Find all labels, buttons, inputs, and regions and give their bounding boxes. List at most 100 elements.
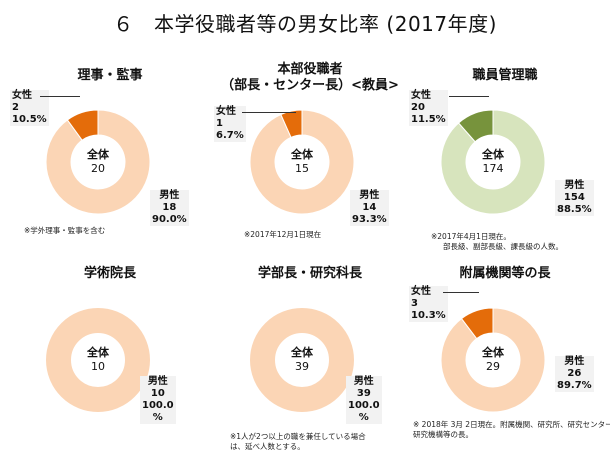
center-label: 全体: [291, 346, 313, 359]
label-line: 88.5%: [557, 204, 592, 215]
label-line: 男性: [353, 376, 374, 387]
slice-female: [457, 109, 494, 143]
chart-title: 本部役職者 （部長・センター長）<教員>: [210, 62, 410, 94]
slice-male: [440, 109, 546, 215]
label-line: 女性: [216, 106, 236, 117]
label-line: 女性: [411, 286, 431, 297]
donut-chart: [250, 308, 354, 412]
chart-title-line: 本部役職者: [277, 62, 343, 77]
chart-note: ※2017年4月1日現在。 部長級、副部長級、課長級の人数。: [431, 232, 563, 252]
note-line: ※学外理事・監事を含む: [24, 226, 106, 235]
slice-male: [250, 308, 354, 412]
male-data-label: 男性 26 89.7%: [555, 356, 594, 392]
male-data-label: 男性 10 100.0%: [140, 376, 176, 424]
center-label: 全体: [291, 148, 313, 161]
label-line: 1: [216, 118, 223, 129]
male-data-label: 男性 18 90.0%: [150, 190, 189, 226]
center-count: 29: [486, 360, 500, 373]
label-line: 14: [362, 202, 377, 213]
label-line: 10.3%: [411, 310, 446, 321]
chart-title-line: 学部長・研究科長: [257, 266, 362, 281]
center-count: 20: [91, 162, 105, 175]
center-count: 15: [295, 162, 309, 175]
donut-chart: [45, 109, 151, 215]
chart-title-line: 理事・監事: [77, 68, 143, 83]
chart-title: 学部長・研究科長: [210, 266, 410, 282]
male-data-label: 男性 154 88.5%: [555, 180, 594, 216]
chart-note: ※ 2018年 3月 2日現在。附属機関、研究所、研究センター、 研究機構等の長。: [413, 420, 610, 440]
leader-line: [443, 292, 479, 293]
center-count: 174: [482, 162, 504, 175]
label-line: 10.5%: [12, 114, 47, 125]
label-line: 89.7%: [557, 380, 592, 391]
label-line: 100.0: [142, 400, 174, 411]
center-label: 全体: [482, 346, 504, 359]
chart-title-line: 学術院長: [83, 266, 136, 281]
note-line: ※2017年12月1日現在: [244, 230, 322, 239]
slice-female: [66, 109, 99, 141]
label-line: 26: [567, 368, 582, 379]
slice-female: [460, 307, 494, 340]
chart-title-line: （部長・センター長）<教員>: [221, 78, 399, 93]
donut-panel: 附属機関等の長全体 29 女性 3 10.3% 男性 26 89.7% ※ 2018年 3月 2…: [405, 262, 610, 472]
label-line: 154: [563, 192, 585, 203]
label-line: 6.7%: [216, 130, 244, 141]
donut-panel: 学部長・研究科長全体 39 男性 39 100.0% ※1人が2つ以上の職を兼任している場…: [210, 262, 410, 472]
center-label: 全体: [87, 346, 109, 359]
leader-line: [242, 112, 296, 113]
female-data-label: 女性 3 10.3%: [409, 286, 448, 322]
donut-chart: [440, 109, 546, 215]
center-total: 全体 20: [68, 148, 128, 176]
chart-note: ※1人が2つ以上の職を兼任している場合 は、延べ人数とする。: [230, 432, 366, 452]
chart-title: 職員管理職: [405, 68, 605, 84]
page-title: ６ 本学役職者等の男女比率 (2017年度): [113, 12, 497, 36]
female-data-label: 女性 1 6.7%: [214, 106, 246, 142]
slice-male: [46, 308, 150, 412]
center-total: 全体 29: [463, 346, 523, 374]
donut-panel: 学術院長 全体 10 男性 10 100.0%: [10, 262, 210, 472]
chart-title: 学術院長: [10, 266, 210, 282]
label-line: 18: [162, 202, 177, 213]
slice-male: [249, 109, 355, 215]
chart-title: 附属機関等の長: [405, 266, 605, 282]
label-line: 男性: [564, 180, 585, 191]
chart-note: ※2017年12月1日現在: [244, 230, 321, 240]
donut-chart: [249, 109, 355, 215]
chart-title: 理事・監事: [10, 68, 210, 84]
label-line: 男性: [564, 356, 585, 367]
center-total: 全体 39: [272, 346, 332, 374]
center-total: 全体 174: [463, 148, 523, 176]
center-label: 全体: [87, 148, 109, 161]
label-line: 93.3%: [352, 214, 387, 225]
label-line: 11.5%: [411, 114, 446, 125]
label-line: 2: [12, 102, 19, 113]
note-line: ※1人が2つ以上の職を兼任している場合: [230, 432, 366, 441]
center-label: 全体: [482, 148, 504, 161]
label-line: %: [152, 412, 163, 423]
label-line: 男性: [159, 190, 180, 201]
leader-line: [40, 96, 80, 97]
label-line: 男性: [359, 190, 380, 201]
note-line: 研究機構等の長。: [413, 430, 473, 439]
label-line: 女性: [12, 90, 32, 101]
slice-male: [45, 109, 151, 215]
note-line: 部長級、副部長級、課長級の人数。: [443, 242, 563, 251]
donut-panel: 理事・監事全体 20 女性 2 10.5% 男性 18 90.0% ※学外理事・監事を含む: [10, 62, 210, 272]
label-line: 100.0: [348, 400, 380, 411]
leader-line: [449, 96, 489, 97]
label-line: 女性: [411, 90, 431, 101]
label-line: 3: [411, 298, 418, 309]
label-line: 39: [356, 388, 371, 399]
label-line: 10: [150, 388, 165, 399]
female-data-label: 女性 20 11.5%: [409, 90, 448, 126]
label-line: 20: [411, 102, 425, 113]
chart-title-line: 附属機関等の長: [459, 266, 551, 281]
label-line: %: [358, 412, 369, 423]
label-line: 男性: [147, 376, 168, 387]
note-line: は、延べ人数とする。: [230, 442, 305, 451]
note-line: ※ 2018年 3月 2日現在。附属機関、研究所、研究センター、: [413, 420, 610, 429]
label-line: 90.0%: [152, 214, 187, 225]
center-total: 全体 10: [68, 346, 128, 374]
note-line: ※2017年4月1日現在。: [431, 232, 511, 241]
center-count: 10: [91, 360, 105, 373]
